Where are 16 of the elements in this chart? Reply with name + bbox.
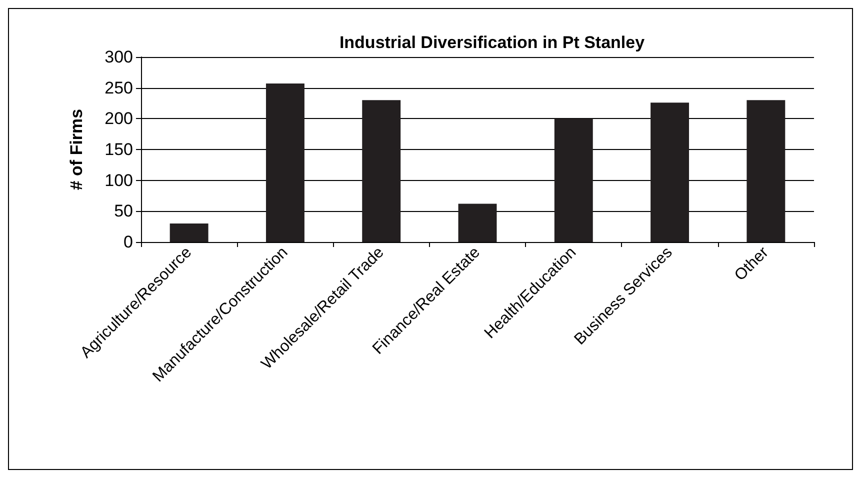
chart-title: Industrial Diversification in Pt Stanley <box>339 33 646 52</box>
bar <box>554 118 593 242</box>
y-tick-label: 250 <box>104 78 133 98</box>
bar <box>458 204 497 242</box>
y-tick-label: 200 <box>104 109 133 128</box>
bar <box>650 102 690 242</box>
bar <box>746 100 786 242</box>
y-axis-title: # of Firms <box>67 108 86 190</box>
y-tick-label: 300 <box>104 48 133 66</box>
bar <box>362 100 401 242</box>
bar <box>170 224 208 242</box>
y-tick-label: 50 <box>114 202 133 221</box>
y-tick-label: 150 <box>104 140 133 159</box>
y-tick-label: 100 <box>104 170 133 190</box>
y-tick-label: 0 <box>124 232 133 252</box>
bar <box>266 84 304 242</box>
